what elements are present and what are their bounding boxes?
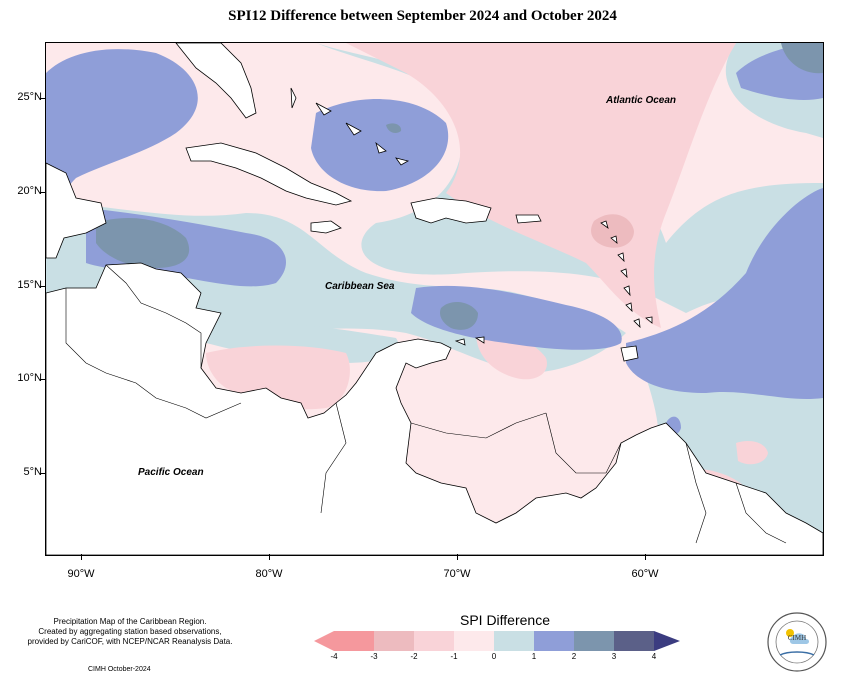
- legend-swatch-3-4: [614, 631, 654, 651]
- cimh-logo: [767, 612, 827, 672]
- legend-underflow-arrow: [314, 631, 334, 651]
- caribbean-sea-label: Caribbean Sea: [325, 281, 395, 292]
- map-title: SPI12 Difference between September 2024 …: [228, 8, 617, 24]
- lon-label-80w: 80°W: [255, 568, 283, 580]
- legend-tick-3: 3: [611, 652, 617, 661]
- cloud-icon: [789, 633, 809, 644]
- legend-swatch-m3-m2: [374, 631, 414, 651]
- legend-tick-m1: -1: [450, 652, 458, 661]
- lat-tick-10n: [40, 379, 46, 380]
- hispaniola: [410, 197, 492, 224]
- trinidad: [620, 345, 639, 362]
- credits-line-2: Created by aggregating station based obs…: [38, 627, 222, 636]
- abc-islands: [454, 336, 485, 346]
- legend-swatch-1-2: [534, 631, 574, 651]
- legend-tick-m4: -4: [330, 652, 338, 661]
- cimh-logo-text: CIMH: [787, 634, 807, 642]
- legend-swatch-m1-0: [454, 631, 494, 651]
- map-area: [45, 42, 824, 556]
- land: [46, 43, 823, 555]
- lon-label-60w: 60°W: [631, 568, 659, 580]
- cimh-date: CIMH October-2024: [88, 666, 151, 673]
- atlantic-ocean-label: Atlantic Ocean: [606, 95, 677, 106]
- lat-label-25n: 25°N: [17, 91, 42, 103]
- legend-title: SPI Difference: [459, 612, 550, 628]
- jamaica: [310, 220, 342, 234]
- lon-tick-80w: [269, 554, 270, 560]
- lon-label-70w: 70°W: [443, 568, 471, 580]
- borders: [65, 264, 787, 544]
- legend-swatch-m2-m1: [414, 631, 454, 651]
- legend-tick-m2: -2: [410, 652, 418, 661]
- puerto-rico: [515, 214, 542, 224]
- sun-icon: [786, 629, 794, 637]
- lat-tick-20n: [40, 192, 46, 193]
- zone-2-to-3: [96, 43, 823, 330]
- legend-tick-0: 0: [491, 652, 497, 661]
- lat-tick-25n: [40, 98, 46, 99]
- florida: [175, 43, 257, 119]
- spi-difference-map: [46, 43, 823, 555]
- yucatan: [46, 162, 107, 259]
- legend-swatch-0-1: [494, 631, 534, 651]
- credits-line-1: Precipitation Map of the Caribbean Regio…: [53, 617, 207, 626]
- legend-overflow-arrow: [654, 631, 680, 651]
- lat-label-20n: 20°N: [17, 185, 42, 197]
- lon-tick-70w: [457, 554, 458, 560]
- legend-tick-4: 4: [651, 652, 657, 661]
- legend-tick-1: 1: [531, 652, 537, 661]
- credits-block: Precipitation Map of the Caribbean Regio…: [14, 617, 246, 647]
- lon-label-90w: 90°W: [67, 568, 95, 580]
- mainland: [46, 262, 823, 555]
- pacific-ocean-label: Pacific Ocean: [138, 467, 204, 478]
- lat-label-15n: 15°N: [17, 279, 42, 291]
- lat-tick-5n: [40, 473, 46, 474]
- lat-label-5n: 5°N: [23, 466, 42, 478]
- credits-line-3: provided by CariCOF, with NCEP/NCAR Rean…: [27, 637, 233, 646]
- lesser-antilles: [600, 220, 653, 329]
- lat-label-10n: 10°N: [17, 372, 42, 384]
- lon-tick-90w: [81, 554, 82, 560]
- legend-swatch-m4-m3: [334, 631, 374, 651]
- lon-tick-60w: [645, 554, 646, 560]
- legend-colorbar: [314, 631, 680, 651]
- bahamas: [290, 87, 410, 166]
- legend-tick-2: 2: [571, 652, 577, 661]
- legend-tick-m3: -3: [370, 652, 378, 661]
- lat-tick-15n: [40, 286, 46, 287]
- wave-icon: [779, 651, 815, 656]
- legend-swatch-2-3: [574, 631, 614, 651]
- cuba: [185, 142, 353, 206]
